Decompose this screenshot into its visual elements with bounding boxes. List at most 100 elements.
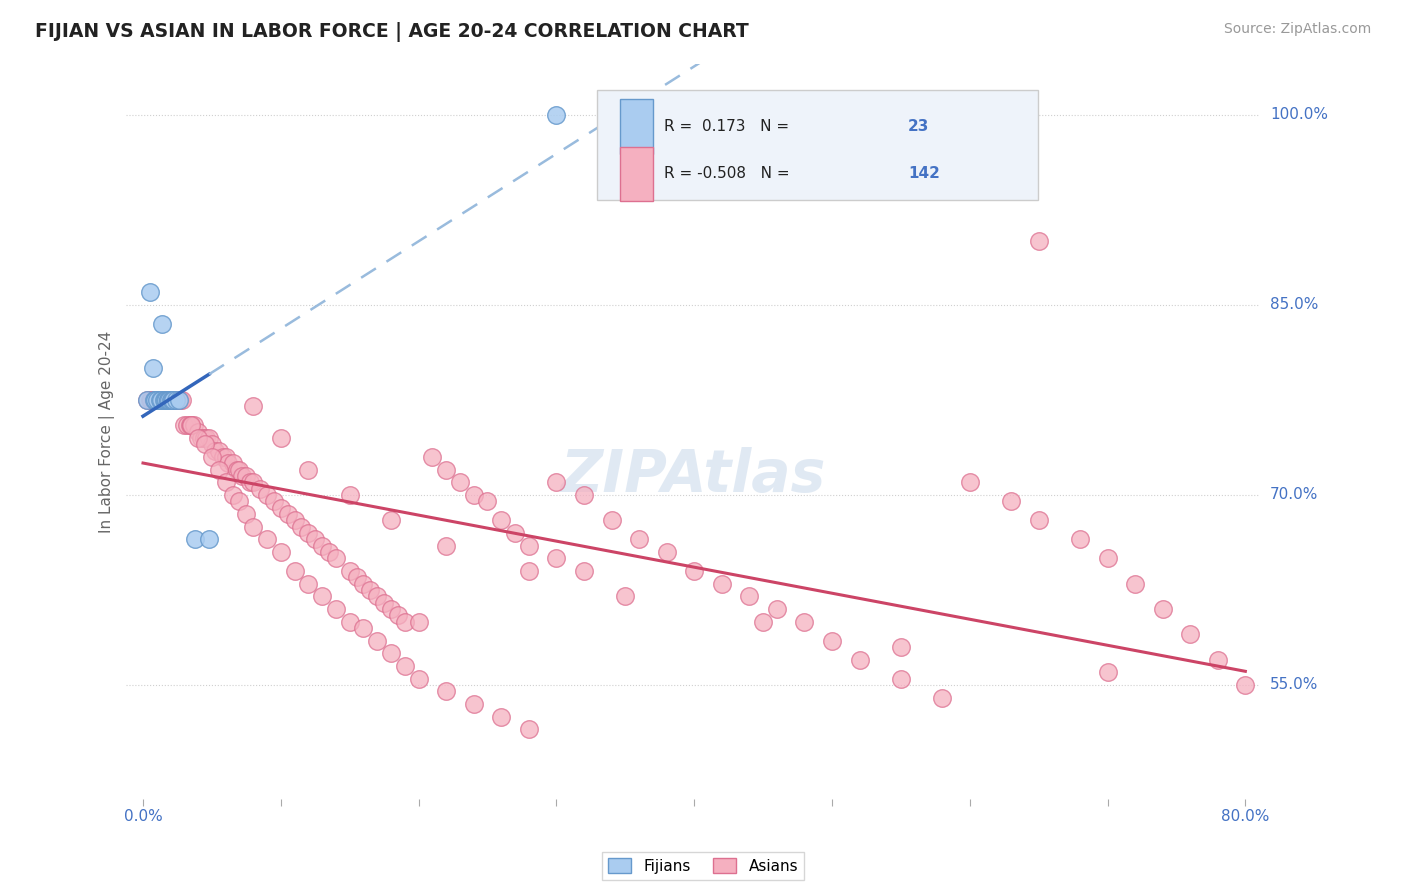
Text: R = -0.508   N =: R = -0.508 N = <box>665 166 794 181</box>
Point <box>162 392 184 407</box>
Point <box>242 399 264 413</box>
Text: 85.0%: 85.0% <box>1270 297 1319 312</box>
Point <box>145 392 167 407</box>
Point <box>477 494 499 508</box>
Point <box>339 615 361 629</box>
Point <box>170 392 193 407</box>
Point <box>198 431 221 445</box>
Point <box>221 488 243 502</box>
Point <box>198 533 221 547</box>
Point <box>848 652 870 666</box>
FancyBboxPatch shape <box>620 99 654 153</box>
Point <box>235 507 257 521</box>
Point <box>249 482 271 496</box>
Point <box>141 392 163 407</box>
Point <box>201 437 224 451</box>
Point <box>167 392 190 407</box>
Point <box>139 285 162 300</box>
Point <box>380 602 402 616</box>
Point <box>297 576 319 591</box>
Point <box>1206 652 1229 666</box>
Point <box>1097 551 1119 566</box>
Point <box>434 684 457 698</box>
Point <box>159 392 181 407</box>
Point <box>195 431 218 445</box>
Point <box>208 462 231 476</box>
Point <box>204 443 226 458</box>
Point <box>503 525 526 540</box>
Point <box>148 392 170 407</box>
Y-axis label: In Labor Force | Age 20-24: In Labor Force | Age 20-24 <box>100 330 115 533</box>
Text: 70.0%: 70.0% <box>1270 487 1319 502</box>
Point <box>1152 602 1174 616</box>
Point <box>149 392 172 407</box>
Point <box>183 418 205 433</box>
Point <box>143 392 166 407</box>
Text: 0.0%: 0.0% <box>124 809 162 824</box>
Point <box>193 431 215 445</box>
Point <box>297 525 319 540</box>
Point <box>157 392 180 407</box>
Point <box>387 608 409 623</box>
Point <box>1123 576 1146 591</box>
Point <box>270 431 292 445</box>
Point <box>242 519 264 533</box>
Point <box>366 633 388 648</box>
Point <box>1069 533 1091 547</box>
Point <box>187 431 209 445</box>
Point <box>463 697 485 711</box>
Point <box>1028 513 1050 527</box>
Point <box>766 602 789 616</box>
Point <box>890 672 912 686</box>
Point <box>155 392 177 407</box>
Point <box>359 582 381 597</box>
FancyBboxPatch shape <box>596 90 1038 200</box>
Point <box>752 615 775 629</box>
Text: 80.0%: 80.0% <box>1222 809 1270 824</box>
Point <box>149 392 172 407</box>
Point <box>155 392 177 407</box>
Point <box>153 392 176 407</box>
Point <box>366 589 388 603</box>
Point <box>380 646 402 660</box>
Point <box>228 462 250 476</box>
Point <box>572 564 595 578</box>
Point <box>173 418 195 433</box>
Point <box>139 392 162 407</box>
Point <box>449 475 471 490</box>
Point <box>517 539 540 553</box>
Point <box>180 418 202 433</box>
Point <box>256 488 278 502</box>
Point <box>290 519 312 533</box>
Point <box>159 392 181 407</box>
Point <box>491 513 513 527</box>
Point <box>235 469 257 483</box>
Point <box>160 392 183 407</box>
Legend: Fijians, Asians: Fijians, Asians <box>602 852 804 880</box>
Point <box>150 392 173 407</box>
Point <box>491 709 513 723</box>
Point <box>212 450 235 464</box>
Point <box>190 431 212 445</box>
Point <box>353 576 375 591</box>
Point <box>325 551 347 566</box>
Point <box>157 392 180 407</box>
Point <box>142 392 165 407</box>
Point <box>380 513 402 527</box>
Point <box>311 539 333 553</box>
Point <box>256 533 278 547</box>
Point <box>242 475 264 490</box>
Point <box>180 418 202 433</box>
Text: 55.0%: 55.0% <box>1270 677 1319 692</box>
Point <box>231 469 253 483</box>
Point <box>239 475 262 490</box>
Text: 23: 23 <box>908 119 929 134</box>
Point <box>263 494 285 508</box>
Point <box>311 589 333 603</box>
Point <box>373 596 395 610</box>
Point <box>163 392 186 407</box>
Point <box>215 475 238 490</box>
FancyBboxPatch shape <box>620 146 654 201</box>
Point <box>277 507 299 521</box>
Point <box>434 462 457 476</box>
